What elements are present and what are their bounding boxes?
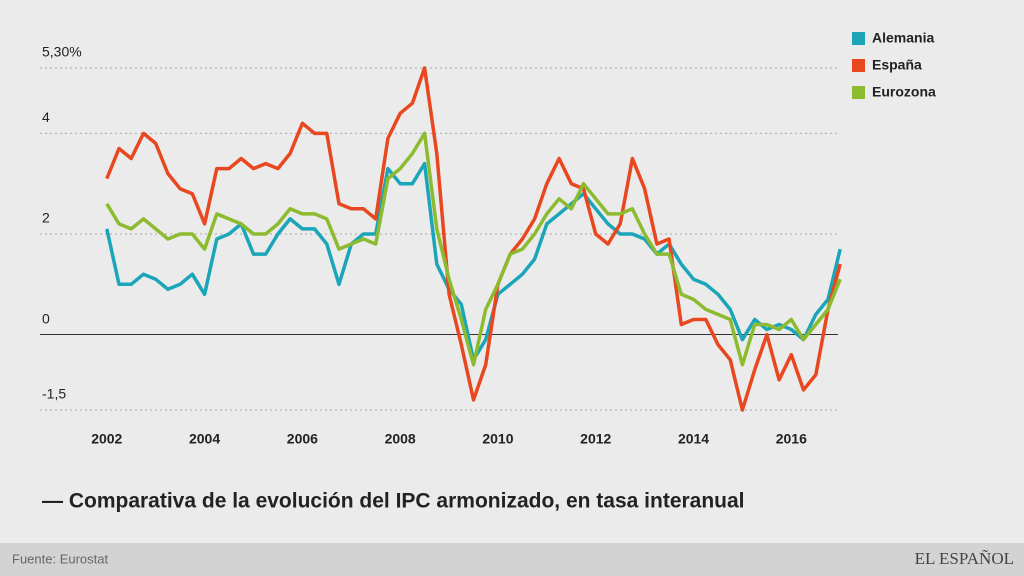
- legend-swatch: [852, 86, 865, 99]
- y-tick-label: 5,30%: [42, 44, 82, 60]
- legend-swatch: [852, 59, 865, 72]
- x-tick-label: 2002: [91, 431, 122, 447]
- x-tick-label: 2008: [385, 431, 416, 447]
- brand: EL ESPAÑOL: [915, 549, 1014, 568]
- legend-label: Alemania: [872, 30, 934, 46]
- x-tick-label: 2004: [189, 431, 220, 447]
- x-tick-label: 2016: [776, 431, 807, 447]
- y-tick-label: 4: [42, 109, 50, 125]
- y-tick-label: 0: [42, 310, 50, 326]
- series-line: [105, 66, 842, 412]
- chart-title: — Comparativa de la evolución del IPC ar…: [42, 490, 745, 513]
- series-line: [105, 131, 842, 367]
- legend-label: España: [872, 57, 922, 73]
- y-tick-label: 2: [42, 210, 50, 226]
- x-tick-label: 2010: [482, 431, 513, 447]
- y-tick-label: -1,5: [42, 386, 66, 402]
- legend-swatch: [852, 32, 865, 45]
- source: Fuente: Eurostat: [12, 551, 108, 566]
- legend-label: Eurozona: [872, 84, 936, 100]
- x-tick-label: 2006: [287, 431, 318, 447]
- x-tick-label: 2014: [678, 431, 709, 447]
- footer: [0, 543, 1024, 576]
- x-tick-label: 2012: [580, 431, 611, 447]
